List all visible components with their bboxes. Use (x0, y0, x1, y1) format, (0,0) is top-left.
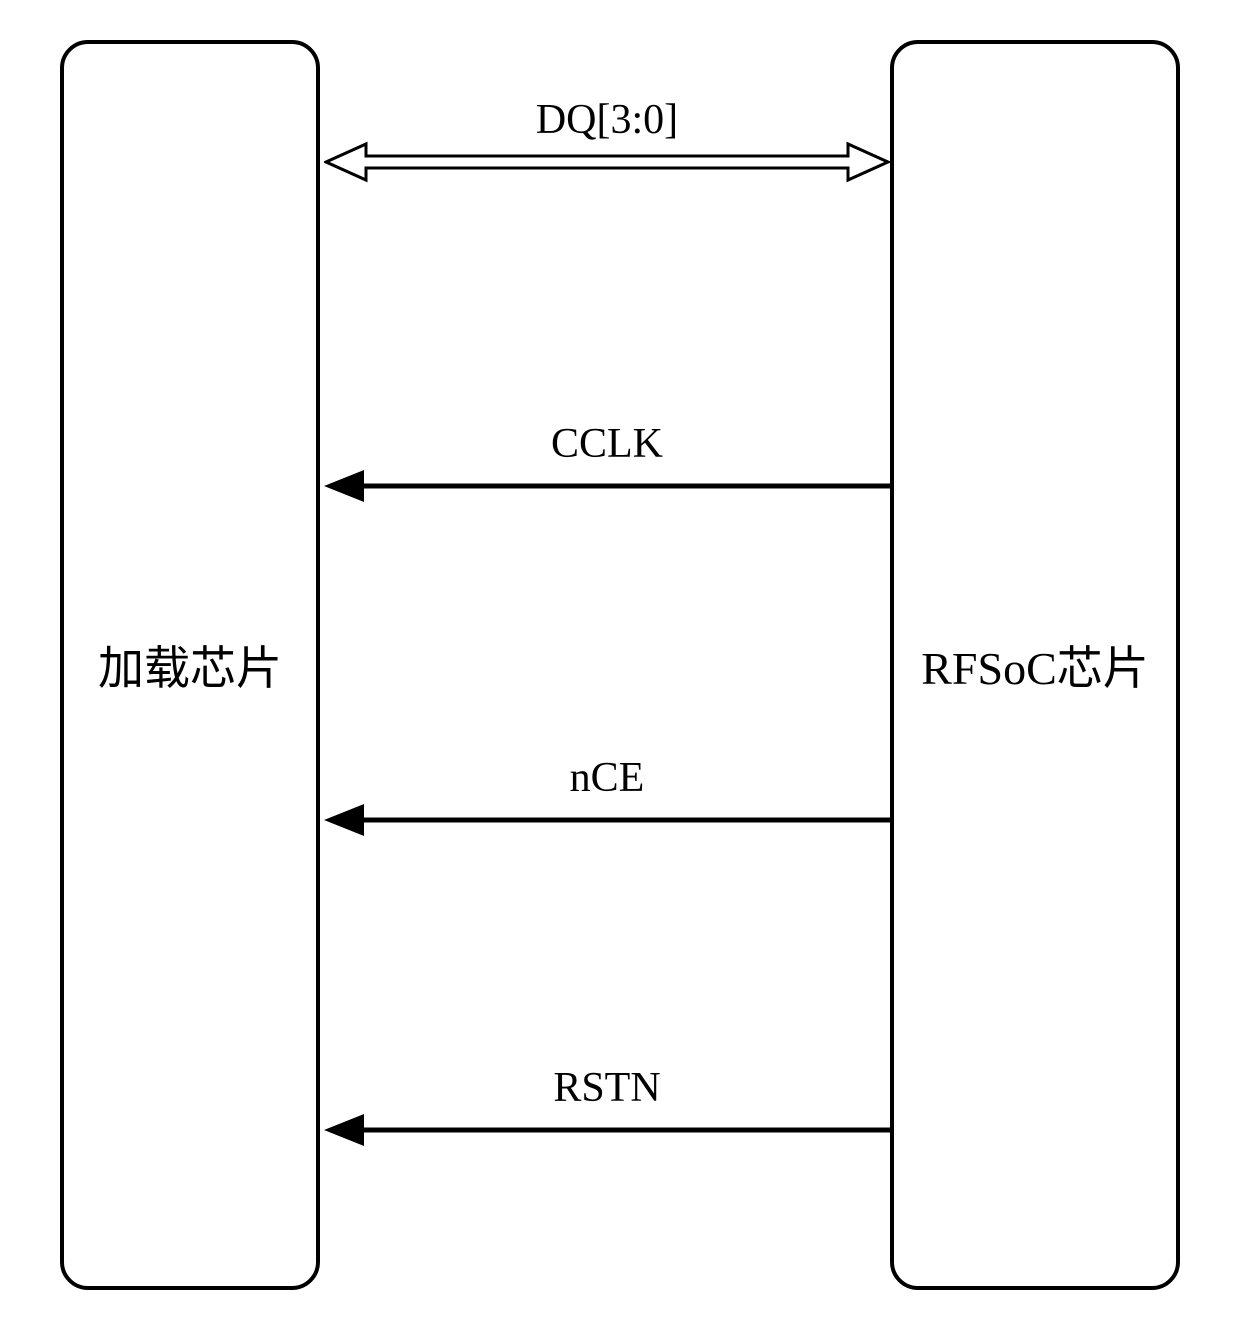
right-chip-label: RFSoC芯片 (921, 632, 1149, 698)
right-chip-box: RFSoC芯片 (890, 40, 1180, 1290)
signal-arrow-cclk (324, 466, 890, 506)
signal-label-rstn: RSTN (324, 1064, 890, 1112)
signal-arrow-dq (324, 140, 890, 184)
signal-label-cclk: CCLK (324, 420, 890, 468)
signal-arrow-nce (324, 800, 890, 840)
signal-label-dq: DQ[3:0] (324, 96, 890, 144)
signal-arrow-rstn (324, 1110, 890, 1150)
diagram-canvas: 加载芯片 RFSoC芯片 DQ[3:0] CCLK nCE RSTN (0, 0, 1240, 1329)
left-chip-box: 加载芯片 (60, 40, 320, 1290)
left-chip-label: 加载芯片 (98, 632, 282, 698)
signal-label-nce: nCE (324, 754, 890, 802)
